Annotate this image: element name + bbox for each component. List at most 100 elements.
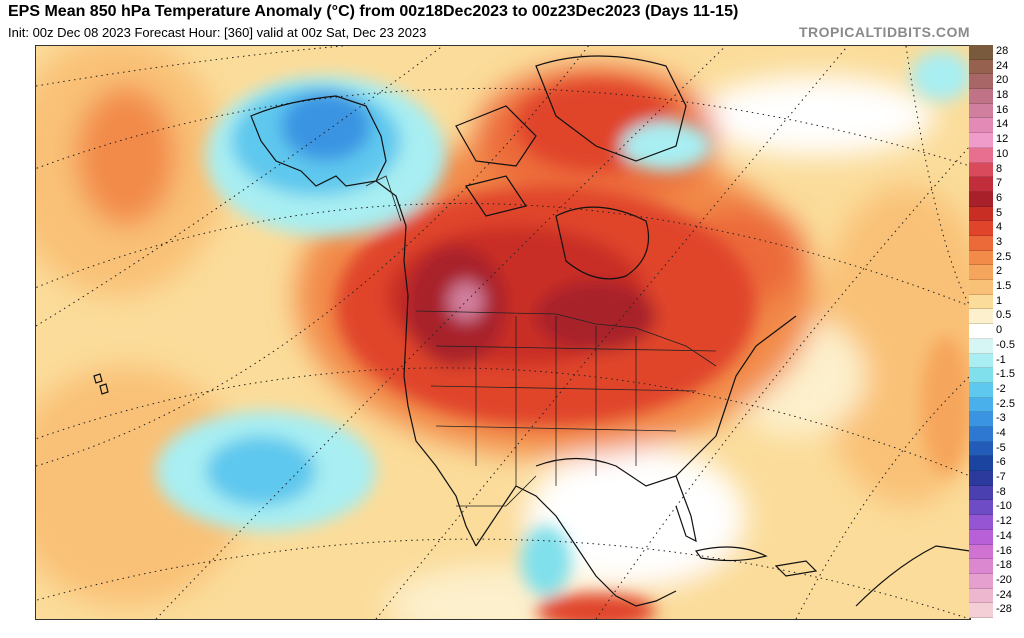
colorbar-level: 8	[969, 162, 1024, 178]
colorbar-label: 20	[996, 74, 1009, 87]
colorbar-swatch	[969, 45, 993, 60]
colorbar-swatch	[969, 382, 993, 398]
colorbar-level: 28	[969, 45, 1024, 60]
colorbar-swatch	[969, 500, 993, 516]
colorbar-swatch	[969, 309, 993, 325]
colorbar-swatch	[969, 603, 993, 618]
colorbar-swatch	[969, 573, 993, 589]
map-title: EPS Mean 850 hPa Temperature Anomaly (°C…	[8, 3, 739, 20]
colorbar-swatch	[969, 74, 993, 90]
colorbar-swatch	[969, 338, 993, 354]
colorbar-swatch	[969, 177, 993, 192]
colorbar-label: 18	[996, 89, 1009, 102]
colorbar-level: 4	[969, 221, 1024, 236]
colorbar-label: -2.5	[996, 397, 1015, 410]
colorbar-swatch	[969, 544, 993, 560]
colorbar-level: 2	[969, 265, 1024, 281]
colorbar-swatch	[969, 529, 993, 545]
colorbar-label: -12	[996, 515, 1012, 528]
colorbar-label: 4	[996, 221, 1003, 234]
colorbar-level: -20	[969, 573, 1024, 589]
colorbar-label: 24	[996, 59, 1009, 72]
map-subtitle: Init: 00z Dec 08 2023 Forecast Hour: [36…	[8, 25, 427, 40]
colorbar-label: 1.5	[996, 280, 1012, 293]
colorbar-swatch	[969, 89, 993, 104]
colorbar-level: 2.5	[969, 250, 1024, 266]
colorbar-swatch	[969, 265, 993, 281]
colorbar-swatch	[969, 412, 993, 427]
colorbar-level: -14	[969, 529, 1024, 545]
colorbar-level: 24	[969, 59, 1024, 75]
colorbar-label: 5	[996, 206, 1003, 219]
colorbar-label: -1	[996, 353, 1006, 366]
colorbar-label: -18	[996, 559, 1012, 572]
colorbar-label: 6	[996, 191, 1003, 204]
colorbar-swatch	[969, 191, 993, 207]
colorbar-swatch	[969, 221, 993, 236]
colorbar-level: 3	[969, 236, 1024, 251]
colorbar-level: 1.5	[969, 280, 1024, 295]
colorbar-level: -1	[969, 353, 1024, 369]
colorbar-level: -7	[969, 471, 1024, 486]
colorbar-label: 14	[996, 118, 1009, 131]
colorbar-level: -24	[969, 588, 1024, 604]
colorbar-swatch	[969, 485, 993, 501]
colorbar-label: 2	[996, 265, 1003, 278]
anomaly-map	[35, 45, 971, 620]
colorbar-level: 20	[969, 74, 1024, 90]
colorbar-level: 12	[969, 133, 1024, 148]
colorbar-swatch	[969, 441, 993, 457]
colorbar-level: -3	[969, 412, 1024, 427]
colorbar-label: -8	[996, 485, 1006, 498]
colorbar-label: -1.5	[996, 368, 1015, 381]
colorbar-level: 5	[969, 206, 1024, 222]
colorbar-level: -2.5	[969, 397, 1024, 413]
colorbar-swatch	[969, 236, 993, 251]
colorbar-level: 0.5	[969, 309, 1024, 325]
brand-watermark: TROPICALTIDBITS.COM	[798, 24, 970, 40]
colorbar-label: -14	[996, 529, 1012, 542]
colorbar-label: 12	[996, 133, 1009, 146]
colorbar-label: -3	[996, 412, 1006, 425]
colorbar-label: -16	[996, 544, 1012, 557]
colorbar-label: 8	[996, 162, 1003, 175]
colorbar-swatch	[969, 456, 993, 472]
colorbar-level: -18	[969, 559, 1024, 574]
colorbar-swatch	[969, 515, 993, 530]
colorbar-level: -0.5	[969, 338, 1024, 354]
colorbar-swatch	[969, 103, 993, 119]
colorbar-level: -6	[969, 456, 1024, 472]
colorbar-level: -2	[969, 382, 1024, 398]
colorbar-swatch	[969, 353, 993, 369]
colorbar-label: -10	[996, 500, 1012, 513]
colorbar-label: -5	[996, 441, 1006, 454]
colorbar-swatch	[969, 397, 993, 413]
colorbar-label: -28	[996, 603, 1012, 616]
colorbar-swatch	[969, 118, 993, 134]
colorbar-level: 6	[969, 191, 1024, 207]
colorbar-level: 18	[969, 89, 1024, 104]
colorbar-label: 1	[996, 294, 1003, 307]
colorbar-label: 28	[996, 45, 1009, 57]
colorbar-label: -0.5	[996, 338, 1015, 351]
colorbar-level: -1.5	[969, 368, 1024, 383]
colorbar-label: -7	[996, 471, 1006, 484]
colorbar-swatch	[969, 162, 993, 178]
colorbar-swatch	[969, 588, 993, 604]
colorbar-level: 7	[969, 177, 1024, 192]
colorbar-label: 10	[996, 147, 1009, 160]
colorbar-level: 1	[969, 294, 1024, 310]
colorbar-label: 0.5	[996, 309, 1012, 322]
colorbar-swatch	[969, 59, 993, 75]
colorbar-level: -12	[969, 515, 1024, 530]
colorbar-swatch	[969, 133, 993, 148]
colorbar-label: -24	[996, 588, 1012, 601]
colorbar-swatch	[969, 324, 993, 339]
colorbar-label: 0	[996, 324, 1003, 337]
colorbar-level: 0	[969, 324, 1024, 339]
anomaly-shading	[36, 46, 970, 619]
colorbar-swatch	[969, 280, 993, 295]
colorbar-swatch	[969, 250, 993, 266]
colorbar-swatch	[969, 559, 993, 574]
colorbar-label: -2	[996, 382, 1006, 395]
